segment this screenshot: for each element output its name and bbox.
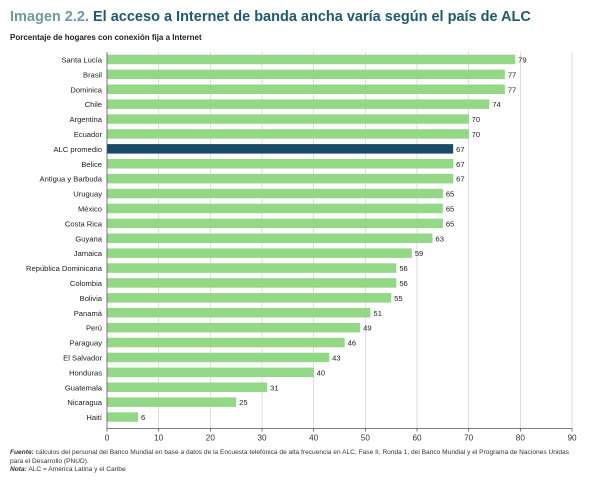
bar	[107, 308, 371, 318]
bar	[107, 203, 443, 214]
data-label: 6	[141, 413, 145, 422]
bar	[107, 367, 314, 378]
bar-chart: 0 10 20 30 40 50 60 70 80 90 Santa Lucía 79 Brasil 77…	[26, 52, 577, 443]
category-label: Costa Rica	[65, 219, 103, 228]
category-label: Bolivia	[80, 294, 103, 303]
bar	[107, 69, 505, 80]
data-label: 65	[446, 190, 454, 199]
data-label: 70	[472, 130, 480, 139]
x-tick-label: 90	[567, 434, 577, 443]
x-tick-label: 10	[154, 434, 164, 443]
data-label: 40	[317, 368, 325, 377]
data-label: 59	[415, 249, 423, 258]
bar	[107, 337, 345, 348]
data-label: 31	[270, 383, 278, 392]
data-label: 79	[518, 55, 526, 64]
data-label: 67	[456, 145, 464, 154]
data-label: 56	[399, 279, 407, 288]
chart-subtitle: Porcentaje de hogares con conexión fija …	[10, 33, 202, 42]
category-label: Santa Lucía	[61, 55, 102, 64]
category-label: Guatemala	[65, 383, 103, 392]
category-label: Colombia	[70, 279, 103, 288]
category-label: Honduras	[69, 368, 102, 377]
bar	[107, 233, 433, 243]
bar	[107, 263, 397, 273]
bar	[107, 159, 454, 169]
data-label: 65	[446, 204, 454, 213]
data-label: 56	[399, 264, 407, 273]
category-label: Nicaragua	[67, 398, 102, 407]
data-label: 74	[492, 100, 500, 109]
data-label: 65	[446, 219, 454, 228]
bar	[107, 382, 268, 392]
bar	[107, 293, 392, 303]
chart-footer: Fuente: cálculos del personal del Banco …	[10, 449, 582, 475]
category-label: Brasil	[83, 70, 102, 79]
chart-title: Imagen 2.2. El acceso a Internet de band…	[10, 9, 531, 25]
data-label: 25	[239, 398, 247, 407]
bar	[107, 218, 443, 229]
category-label: República Dominicana	[26, 264, 103, 273]
x-tick-label: 40	[309, 434, 319, 443]
category-label: Paraguay	[69, 339, 102, 348]
note-label: Nota:	[10, 466, 27, 474]
source-label: Fuente:	[10, 449, 34, 456]
category-label: Haití	[86, 413, 103, 422]
x-tick-label: 50	[361, 434, 371, 443]
title-main: El acceso a Internet de banda ancha varí…	[93, 9, 531, 25]
x-tick-label: 80	[516, 434, 526, 443]
bar	[107, 397, 237, 407]
x-tick-label: 30	[257, 434, 267, 443]
data-label: 67	[456, 175, 464, 184]
category-label: Antigua y Barbuda	[40, 175, 103, 184]
category-label: ALC promedio	[53, 145, 102, 154]
category-label: Panamá	[74, 309, 103, 318]
bar	[107, 54, 516, 65]
category-label: Jamaica	[74, 249, 103, 258]
category-label: Argentina	[69, 115, 102, 124]
bar	[107, 188, 443, 199]
category-label: Uruguay	[73, 190, 102, 199]
bar	[107, 412, 138, 422]
abbreviation-note: Nota: ALC = América Latina y el Caribe	[10, 466, 582, 475]
title-prefix: Imagen 2.2.	[10, 9, 89, 25]
data-label: 46	[348, 339, 356, 348]
category-label: Belice	[81, 160, 102, 169]
category-label: El Salvador	[63, 353, 102, 362]
bar	[107, 84, 505, 94]
data-label: 51	[374, 309, 382, 318]
source-text: cálculos del personal del Banco Mundial …	[10, 449, 569, 465]
data-label: 77	[508, 70, 516, 79]
bar	[107, 144, 454, 154]
source-note: Fuente: cálculos del personal del Banco …	[10, 449, 582, 466]
data-label: 55	[394, 294, 402, 303]
category-label: Ecuador	[74, 130, 103, 139]
bar	[107, 322, 361, 333]
x-tick-label: 60	[412, 434, 422, 443]
category-label: Perú	[86, 324, 102, 333]
x-tick-label: 20	[206, 434, 216, 443]
category-label: Guyana	[75, 234, 102, 243]
x-tick-label: 0	[105, 434, 110, 443]
data-label: 43	[332, 353, 340, 362]
x-tick-label: 70	[464, 434, 474, 443]
data-label: 63	[436, 234, 444, 243]
bar	[107, 278, 397, 288]
bar	[107, 99, 490, 109]
bar	[107, 248, 412, 258]
data-label: 77	[508, 85, 516, 94]
category-label: México	[78, 204, 102, 213]
category-label: Chile	[85, 100, 102, 109]
note-text: ALC = América Latina y el Caribe	[28, 466, 126, 474]
data-label: 49	[363, 324, 371, 333]
bar	[107, 173, 454, 184]
bar	[107, 129, 469, 139]
bar	[107, 352, 330, 363]
data-label: 67	[456, 160, 464, 169]
bar	[107, 114, 469, 124]
category-label: Dominica	[70, 85, 102, 94]
data-label: 70	[472, 115, 480, 124]
